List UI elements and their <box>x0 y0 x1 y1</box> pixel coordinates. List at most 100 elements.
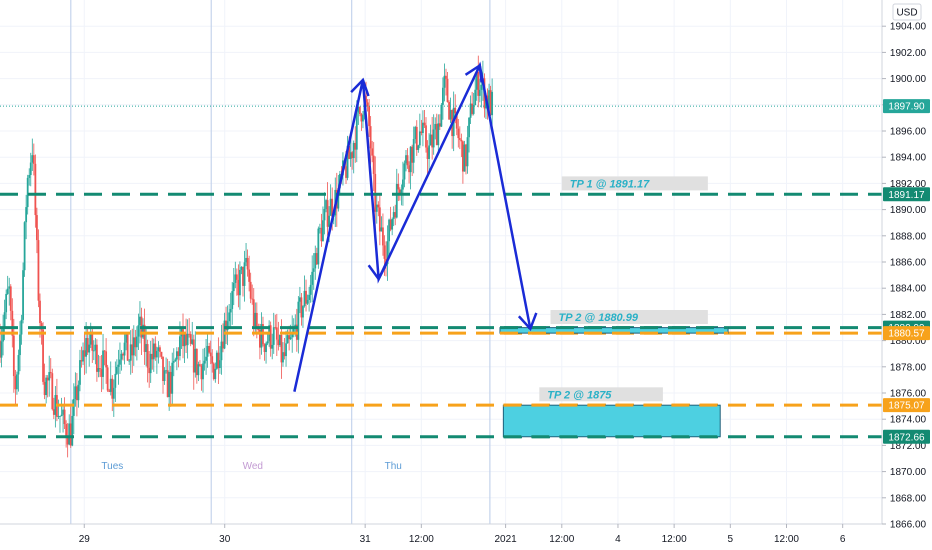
candle <box>226 305 229 346</box>
candle-body <box>77 384 80 401</box>
candle <box>320 213 323 247</box>
candle <box>162 356 164 394</box>
take-profit-label[interactable]: TP 2 @ 1880.99 <box>550 310 708 325</box>
currency-label: USD <box>896 8 917 19</box>
candle-body <box>45 377 48 396</box>
candle-body <box>425 125 427 148</box>
last-price-badge-background <box>883 99 930 114</box>
candle-body <box>282 352 284 363</box>
candle-body <box>283 352 286 357</box>
candle-body <box>291 333 294 338</box>
candle <box>177 347 180 368</box>
candle-body <box>17 355 20 375</box>
candle <box>203 347 206 371</box>
candle <box>352 140 355 174</box>
target-zones[interactable] <box>499 326 729 439</box>
candle <box>265 341 267 364</box>
candle-body <box>5 293 8 313</box>
time-tick-label: 30 <box>219 534 231 545</box>
candle <box>412 126 415 174</box>
drawn-path[interactable] <box>293 61 538 392</box>
candle <box>240 266 243 275</box>
candle-body <box>114 373 117 388</box>
candle-body <box>314 253 317 269</box>
candle <box>418 113 421 149</box>
candle-body <box>409 146 412 173</box>
take-profit-label-text: TP 2 @ 1875 <box>547 389 612 401</box>
candle <box>72 383 75 435</box>
currency-button[interactable]: USD <box>892 3 922 21</box>
candle-body <box>448 102 450 120</box>
candle <box>182 313 184 359</box>
last-price-badge: 1897.90 <box>883 99 930 114</box>
candle <box>186 319 189 359</box>
candle-body <box>226 321 229 331</box>
candle-body <box>132 337 135 356</box>
candle <box>46 375 49 398</box>
candle <box>2 314 4 356</box>
candle-body <box>148 367 151 374</box>
candle-body <box>312 268 315 272</box>
candle <box>246 249 249 277</box>
candle <box>154 336 157 361</box>
candle <box>26 174 29 215</box>
candle-body <box>462 141 464 172</box>
candle-body <box>26 177 29 208</box>
candle <box>31 138 34 171</box>
candle <box>211 349 214 373</box>
time-axis-background[interactable] <box>0 524 932 550</box>
candle-body <box>52 409 55 415</box>
candle <box>463 140 466 172</box>
candle-body <box>466 137 469 167</box>
price-tick-label: 1876.00 <box>890 389 927 400</box>
take-profit-label[interactable]: TP 2 @ 1875 <box>539 387 663 402</box>
candle-body <box>155 350 158 358</box>
take-profit-label[interactable]: TP 1 @ 1891.17 <box>561 176 708 191</box>
candle-body <box>228 312 231 322</box>
candle <box>157 341 160 364</box>
candle-body <box>137 325 140 337</box>
candle <box>109 361 112 396</box>
candle <box>34 154 37 228</box>
candle <box>171 352 174 405</box>
drawn-polyline[interactable] <box>293 61 532 392</box>
candle <box>489 85 492 117</box>
candle <box>326 182 329 236</box>
candle <box>57 399 60 420</box>
candle-body <box>369 126 372 149</box>
candle-body <box>222 341 224 349</box>
candle-body <box>414 126 417 140</box>
candle <box>442 77 444 120</box>
candle-body <box>188 333 191 335</box>
candle-body <box>165 370 167 372</box>
candle <box>297 296 300 354</box>
candle <box>417 144 420 153</box>
candle <box>131 328 134 374</box>
candle-body <box>11 310 14 336</box>
candle-body <box>168 371 171 398</box>
candle-body <box>348 145 350 159</box>
candle-body <box>325 200 327 209</box>
candle-body <box>86 338 89 353</box>
candle <box>66 423 69 458</box>
candle <box>189 331 192 347</box>
candle <box>429 124 432 146</box>
candle <box>443 63 446 102</box>
time-tick-label: 12:00 <box>409 534 434 545</box>
candle-body <box>212 363 215 380</box>
candle-body <box>20 319 23 335</box>
candle <box>477 55 480 108</box>
target-zone[interactable] <box>502 404 721 438</box>
candle-body <box>109 378 112 392</box>
candle-body <box>411 146 414 163</box>
candle-body <box>152 343 155 360</box>
candle <box>69 406 72 448</box>
price-tick-label: 1900.00 <box>890 74 927 85</box>
take-profit-label-text: TP 1 @ 1891.17 <box>570 178 650 190</box>
price-levels[interactable] <box>0 192 882 439</box>
candle-body <box>146 344 149 368</box>
take-profit-labels[interactable]: TP 1 @ 1891.17 TP 2 @ 1880.99 TP 2 @ 1875 <box>539 176 708 402</box>
candle <box>280 319 283 379</box>
candle <box>403 160 406 188</box>
